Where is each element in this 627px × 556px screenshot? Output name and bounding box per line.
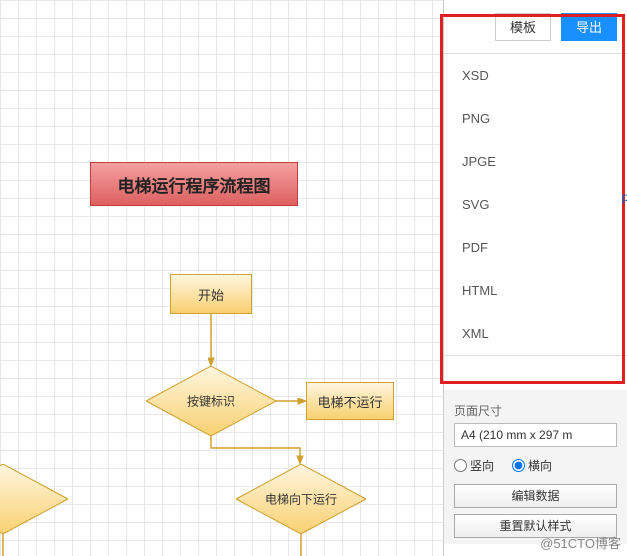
export-option[interactable]: JPGE xyxy=(444,140,627,183)
page-size-label: 页面尺寸 xyxy=(454,402,617,419)
watermark: @51CTO博客 xyxy=(540,533,621,552)
edit-data-button[interactable]: 编辑数据 xyxy=(454,484,617,508)
orientation-landscape[interactable]: 横向 xyxy=(512,457,552,474)
node-start[interactable]: 开始 xyxy=(170,274,252,314)
flowchart-title[interactable]: 电梯运行程序流程图 xyxy=(90,162,298,206)
edge-start-d1 xyxy=(208,314,218,368)
edge-d1-d2 xyxy=(208,436,304,466)
orientation-portrait-label: 竖向 xyxy=(470,457,494,474)
node-decision-2-label: 电梯向下运行 xyxy=(236,491,366,508)
p-link[interactable]: p xyxy=(622,190,627,204)
properties-panel: 页面尺寸 A4 (210 mm x 297 m 竖向 横向 编辑数据 重置默认样… xyxy=(444,390,627,544)
export-option[interactable]: PNG xyxy=(444,97,627,140)
node-decision-1[interactable]: 按键标识 xyxy=(146,366,276,436)
export-option[interactable]: HTML xyxy=(444,269,627,312)
flowchart-canvas[interactable]: 电梯运行程序流程图 开始 按键标识 电梯不运行 电梯向下运行 xyxy=(0,0,444,556)
edge-d3-down xyxy=(0,534,10,556)
edge-d1-notrun xyxy=(276,398,308,408)
node-decision-3[interactable] xyxy=(0,464,68,534)
export-dropdown: XSD PNG JPGE SVG PDF HTML XML xyxy=(444,54,627,356)
top-toolbar: 模板 导出 xyxy=(444,0,627,54)
export-option[interactable]: PDF xyxy=(444,226,627,269)
edge-d2-down xyxy=(298,534,308,556)
orientation-landscape-label: 横向 xyxy=(528,457,552,474)
orientation-group: 竖向 横向 xyxy=(454,457,617,474)
export-button[interactable]: 导出 xyxy=(561,13,617,41)
node-decision-2[interactable]: 电梯向下运行 xyxy=(236,464,366,534)
node-decision-1-label: 按键标识 xyxy=(146,393,276,410)
export-option[interactable]: XML xyxy=(444,312,627,355)
export-option[interactable]: SVG xyxy=(444,183,627,226)
orientation-portrait[interactable]: 竖向 xyxy=(454,457,494,474)
export-option[interactable]: XSD xyxy=(444,54,627,97)
node-not-run[interactable]: 电梯不运行 xyxy=(306,382,394,420)
template-button[interactable]: 模板 xyxy=(495,13,551,41)
page-size-select[interactable]: A4 (210 mm x 297 m xyxy=(454,423,617,447)
